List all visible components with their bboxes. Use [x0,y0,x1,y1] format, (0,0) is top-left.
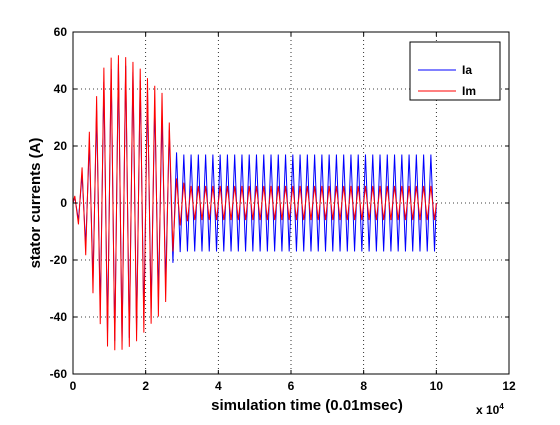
legend-box [409,41,501,101]
y-tick-label: 60 [54,25,68,39]
legend-label-ia: Ia [462,63,472,77]
series-layer [72,55,437,351]
x-tick-label: 12 [502,379,516,393]
x-tick-label: 10 [430,379,444,393]
y-axis-label: stator currents (A) [27,138,44,269]
x-multiplier-base: x 10 [476,403,500,417]
x-tick-label: 8 [360,379,367,393]
x-multiplier-label: x 104 [476,402,504,417]
x-tick-label: 4 [215,379,222,393]
y-tick-label: -40 [50,310,68,324]
legend-label-im: Im [462,84,476,98]
x-multiplier-exponent: 4 [499,402,504,411]
x-tick-label: 6 [288,379,295,393]
x-tick-label: 0 [70,379,77,393]
y-tick-label: -20 [50,253,68,267]
y-tick-label: -60 [50,367,68,381]
legend: Ia Im [409,41,501,101]
x-tick-label: 2 [142,379,149,393]
tick-labels: 0 2 4 6 8 10 12 -60 -40 -20 0 20 40 60 [50,25,516,393]
y-tick-label: 40 [54,82,68,96]
tick-marks [72,31,510,375]
y-tick-label: 0 [60,196,67,210]
y-tick-label: 20 [54,139,68,153]
x-axis-label: simulation time (0.01msec) [211,397,403,414]
series-line-im [72,55,437,351]
